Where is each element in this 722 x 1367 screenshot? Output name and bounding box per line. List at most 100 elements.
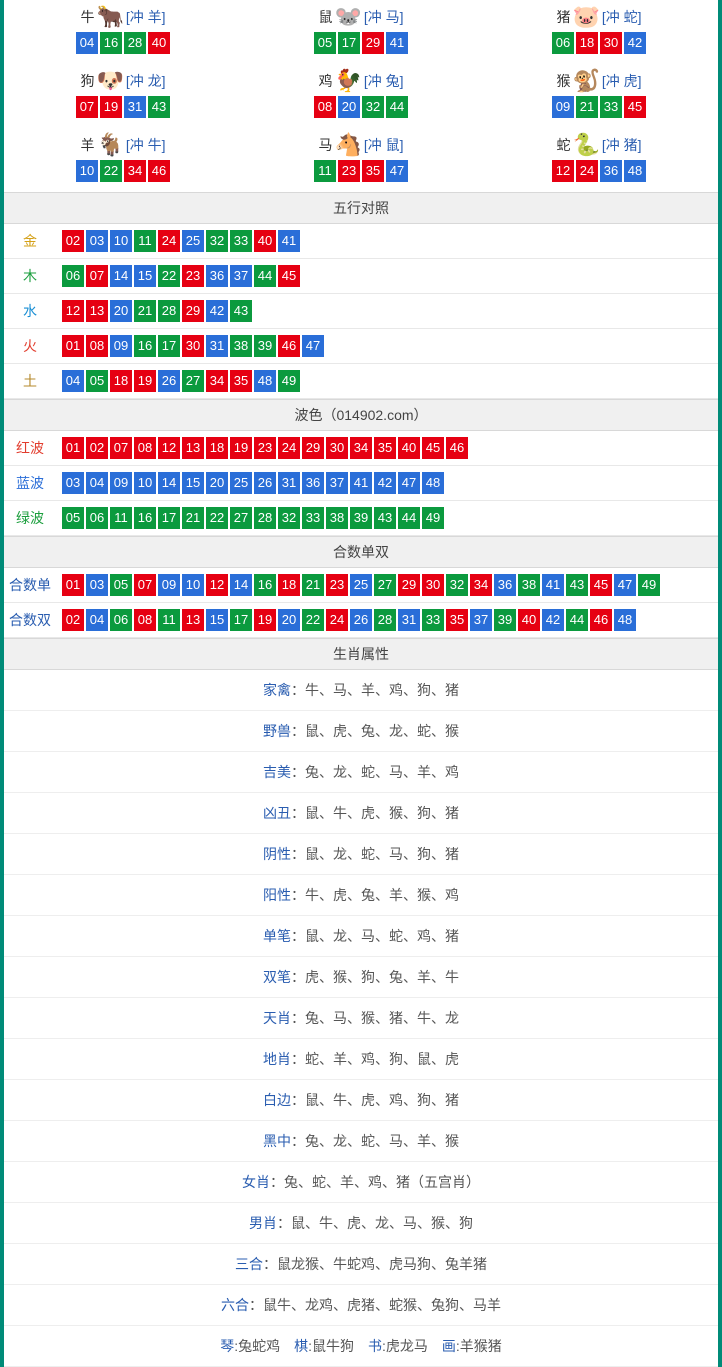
property-value: ：蛇、羊、鸡、狗、鼠、虎	[291, 1051, 459, 1067]
property-key: 黑中	[263, 1133, 291, 1149]
zodiac-cell: 牛🐂[冲 羊]04162840	[4, 0, 242, 64]
row-label: 木	[4, 266, 56, 286]
zodiac-icon: 🐴	[334, 134, 361, 156]
number-ball: 19	[100, 96, 122, 118]
property-key: 阳性	[263, 887, 291, 903]
number-ball: 18	[206, 437, 228, 459]
zodiac-icon: 🐓	[334, 70, 361, 92]
row-balls: 0108091617303138394647	[56, 335, 324, 357]
number-ball: 01	[62, 574, 84, 596]
number-ball: 40	[398, 437, 420, 459]
property-key: 琴	[220, 1338, 234, 1354]
property-value: ：虎、猴、狗、兔、羊、牛	[291, 969, 459, 985]
number-ball: 01	[62, 437, 84, 459]
number-ball: 32	[446, 574, 468, 596]
number-ball: 38	[230, 335, 252, 357]
zodiac-name: 羊	[80, 135, 94, 155]
number-ball: 20	[110, 300, 132, 322]
number-ball: 14	[158, 472, 180, 494]
property-row: 琴:兔蛇鸡 棋:鼠牛狗 书:虎龙马 画:羊猴猪	[4, 1326, 718, 1367]
number-ball: 43	[230, 300, 252, 322]
zodiac-name: 马	[318, 135, 332, 155]
zodiac-header: 狗🐶[冲 龙]	[80, 70, 165, 92]
section-title-shuxing: 生肖属性	[4, 638, 718, 670]
zodiac-cell: 狗🐶[冲 龙] 07193143	[4, 64, 242, 128]
number-ball: 09	[110, 472, 132, 494]
number-ball: 44	[386, 96, 408, 118]
row-balls: 0204060811131517192022242628313335373940…	[56, 609, 636, 631]
zodiac-name: 鸡	[318, 71, 332, 91]
row-label: 金	[4, 231, 56, 251]
number-ball: 24	[278, 437, 300, 459]
ball-row: 水1213202128294243	[4, 294, 718, 329]
number-ball: 32	[278, 507, 300, 529]
section-title-wuxing: 五行对照	[4, 192, 718, 224]
number-ball: 36	[600, 160, 622, 182]
property-key: 单笔	[263, 928, 291, 944]
number-ball: 36	[494, 574, 516, 596]
number-ball: 37	[470, 609, 492, 631]
zodiac-balls: 07193143	[4, 96, 242, 118]
property-value: :兔蛇鸡	[234, 1338, 294, 1354]
number-ball: 07	[86, 265, 108, 287]
property-row: 白边：鼠、牛、虎、鸡、狗、猪	[4, 1080, 718, 1121]
zodiac-chong: [冲 牛]	[126, 135, 166, 155]
property-key: 男肖	[249, 1215, 277, 1231]
number-ball: 11	[134, 230, 156, 252]
zodiac-cell: 鼠🐭[冲 马]05172941	[242, 0, 480, 64]
ball-row: 红波0102070812131819232429303435404546	[4, 431, 718, 466]
number-ball: 42	[542, 609, 564, 631]
number-ball: 20	[206, 472, 228, 494]
number-ball: 46	[446, 437, 468, 459]
number-ball: 36	[206, 265, 228, 287]
number-ball: 34	[350, 437, 372, 459]
property-row: 三合：鼠龙猴、牛蛇鸡、虎马狗、兔羊猪	[4, 1244, 718, 1285]
number-ball: 16	[134, 335, 156, 357]
number-ball: 14	[110, 265, 132, 287]
number-ball: 37	[230, 265, 252, 287]
number-ball: 46	[590, 609, 612, 631]
row-balls: 06071415222336374445	[56, 265, 300, 287]
number-ball: 40	[518, 609, 540, 631]
number-ball: 34	[124, 160, 146, 182]
property-key: 画	[442, 1338, 456, 1354]
number-ball: 06	[86, 507, 108, 529]
zodiac-name: 牛	[80, 7, 94, 27]
property-key: 家禽	[263, 682, 291, 698]
number-ball: 28	[254, 507, 276, 529]
number-ball: 48	[624, 160, 646, 182]
number-ball: 33	[230, 230, 252, 252]
zodiac-chong: [冲 羊]	[126, 7, 166, 27]
zodiac-icon: 🐷	[572, 6, 599, 28]
row-balls: 0103050709101214161821232527293032343638…	[56, 574, 660, 596]
property-key: 六合	[221, 1297, 249, 1313]
property-value: ：鼠、虎、兔、龙、蛇、猴	[291, 723, 459, 739]
number-ball: 07	[76, 96, 98, 118]
number-ball: 49	[422, 507, 444, 529]
zodiac-chong: [冲 马]	[364, 7, 404, 27]
property-key: 凶丑	[263, 805, 291, 821]
number-ball: 47	[386, 160, 408, 182]
number-ball: 22	[302, 609, 324, 631]
number-ball: 41	[278, 230, 300, 252]
zodiac-icon: 🐍	[572, 134, 599, 156]
number-ball: 45	[278, 265, 300, 287]
number-ball: 49	[278, 370, 300, 392]
number-ball: 33	[600, 96, 622, 118]
number-ball: 29	[398, 574, 420, 596]
zodiac-header: 鸡🐓[冲 兔]	[318, 70, 403, 92]
number-ball: 09	[110, 335, 132, 357]
number-ball: 31	[206, 335, 228, 357]
zodiac-cell: 鸡🐓[冲 兔]08203244	[242, 64, 480, 128]
property-value: ：鼠牛、龙鸡、虎猪、蛇猴、兔狗、马羊	[249, 1297, 501, 1313]
number-ball: 15	[134, 265, 156, 287]
number-ball: 36	[302, 472, 324, 494]
number-ball: 11	[314, 160, 336, 182]
zodiac-name: 猪	[556, 7, 570, 27]
property-value: ：兔、龙、蛇、马、羊、鸡	[291, 764, 459, 780]
zodiac-name: 狗	[80, 71, 94, 91]
property-key: 野兽	[263, 723, 291, 739]
number-ball: 22	[158, 265, 180, 287]
property-row: 黑中：兔、龙、蛇、马、羊、猴	[4, 1121, 718, 1162]
number-ball: 43	[374, 507, 396, 529]
